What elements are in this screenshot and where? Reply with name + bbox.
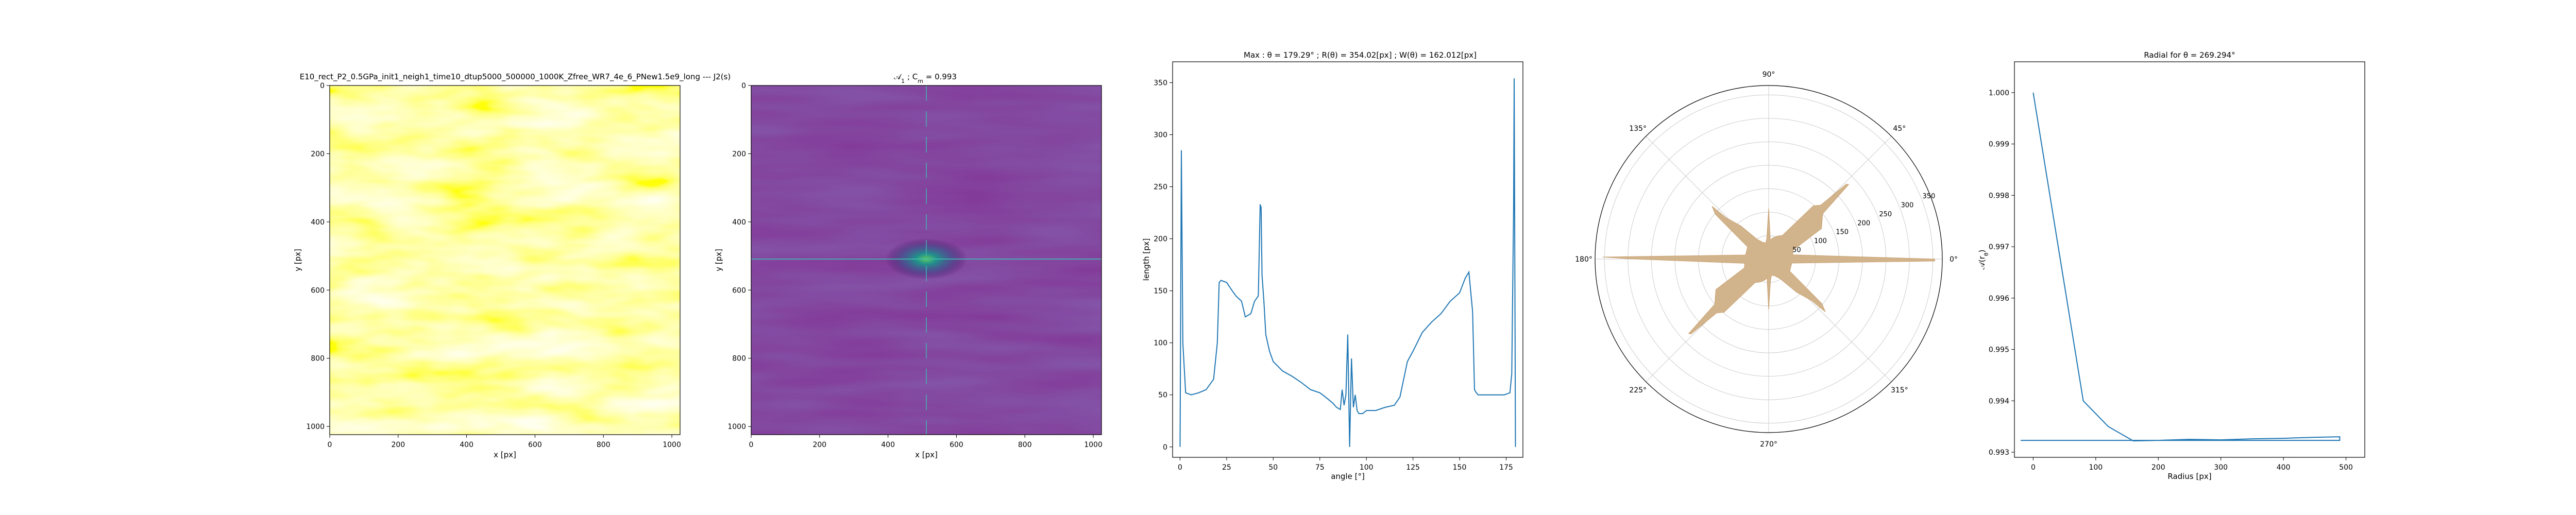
polar-radial-tick-label: 150 xyxy=(1836,229,1849,236)
p5-xtick-label: 500 xyxy=(2339,464,2353,472)
p3-ytick-label: 100 xyxy=(1154,339,1167,348)
polar-radial-tick-label: 100 xyxy=(1814,237,1827,245)
panel-length-vs-angle: Max : θ = 179.29° ; R(θ) = 354.02[px] ; … xyxy=(1142,50,1523,481)
p1-ytick-label: 0 xyxy=(320,82,325,90)
polar-angle-tick-label: 90° xyxy=(1762,71,1775,79)
panel1-ylabel: y [px] xyxy=(293,249,302,271)
p1-ytick-label: 600 xyxy=(311,286,325,295)
panel3-title: Max : θ = 179.29° ; R(θ) = 354.02[px] ; … xyxy=(1244,50,1477,60)
p1-xtick-label: 800 xyxy=(597,441,611,449)
panel1-xlabel: x [px] xyxy=(494,450,516,459)
p2-xtick-label: 200 xyxy=(812,441,826,449)
p1-xtick-label: 1000 xyxy=(663,441,681,449)
polar-radial-tick-label: 250 xyxy=(1879,211,1892,218)
p2-xtick-label: 800 xyxy=(1018,441,1032,449)
p5-ytick-label: 0.997 xyxy=(1989,243,2009,251)
p3-xtick-label: 25 xyxy=(1222,464,1231,472)
polar-angle-tick-label: 270° xyxy=(1760,440,1777,449)
polar-angle-tick-label: 315° xyxy=(1891,386,1908,394)
polar-angle-tick-label: 0° xyxy=(1950,255,1958,264)
p5-xtick-label: 100 xyxy=(2089,464,2103,472)
p3-xtick-label: 0 xyxy=(1178,464,1182,472)
p2-ytick-label: 400 xyxy=(732,218,746,227)
polar-area xyxy=(1602,183,1935,335)
p2-xtick-label: 600 xyxy=(950,441,963,449)
p5-ytick-label: 0.993 xyxy=(1989,449,2009,457)
p2-ytick-label: 0 xyxy=(741,82,746,90)
p5-ytick-label: 0.996 xyxy=(1989,295,2009,303)
polar-angle-tick-label: 135° xyxy=(1629,125,1647,133)
panel5-xlabel: Radius [px] xyxy=(2167,472,2211,481)
p3-ytick-label: 250 xyxy=(1154,183,1167,192)
p3-ytick-label: 300 xyxy=(1154,131,1167,139)
p5-ytick-label: 0.995 xyxy=(1989,346,2009,354)
p3-xtick-label: 175 xyxy=(1499,464,1513,472)
p3-xtick-label: 50 xyxy=(1268,464,1278,472)
polar-radial-tick-label: 350 xyxy=(1923,193,1936,200)
p3-ytick-label: 0 xyxy=(1163,443,1167,452)
p3-xtick-label: 100 xyxy=(1360,464,1374,472)
p5-xtick-label: 400 xyxy=(2277,464,2291,472)
p3-ytick-label: 50 xyxy=(1158,391,1167,400)
polar-angle-tick-label: 180° xyxy=(1575,255,1592,264)
p3-ytick-label: 150 xyxy=(1154,287,1167,296)
polar-frame xyxy=(1595,85,1943,433)
length-series-line xyxy=(1179,78,1516,447)
panel2-title: 𝒜1 ; Cm = 0.993 xyxy=(894,72,957,84)
p3-ytick-label: 350 xyxy=(1154,79,1167,87)
p5-ytick-label: 0.994 xyxy=(1989,397,2009,405)
panel3-frame xyxy=(1172,61,1523,458)
polar-radial-tick-label: 300 xyxy=(1901,201,1913,209)
p5-ytick-label: 0.998 xyxy=(1989,192,2009,200)
p2-xtick-label: 1000 xyxy=(1084,441,1103,449)
p1-xtick-label: 400 xyxy=(460,441,473,449)
polar-radial-tick-label: 50 xyxy=(1792,247,1801,254)
p5-xtick-label: 300 xyxy=(2214,464,2228,472)
panel-j2-field: E10_rect_P2_0.5GPa_init1_neigh1_time10_d… xyxy=(293,72,731,459)
panel3-ylabel: length [px] xyxy=(1142,238,1151,281)
panel5-frame xyxy=(2014,61,2365,458)
panel2-xlabel: x [px] xyxy=(915,450,938,459)
p5-xtick-label: 0 xyxy=(2031,464,2036,472)
panel2-ylabel: y [px] xyxy=(714,249,723,271)
p2-ytick-label: 600 xyxy=(732,286,746,295)
panel-radial-profile: Radial for θ = 269.294° 0 100 200 300 400 500… xyxy=(1977,50,2365,481)
p2-ytick-label: 800 xyxy=(732,355,746,363)
p3-xtick-label: 75 xyxy=(1315,464,1325,472)
p1-xtick-label: 600 xyxy=(528,441,542,449)
p2-ytick-label: 200 xyxy=(732,150,746,158)
radial-series-line xyxy=(2021,92,2341,442)
p2-xtick-label: 0 xyxy=(749,441,754,449)
p3-xtick-label: 125 xyxy=(1406,464,1420,472)
panel-polar: 50 100 150 200 250 300 350 0° 45° 90° 135° 180° 225°… xyxy=(1575,71,1958,449)
p2-ytick-label: 1000 xyxy=(727,423,746,431)
panel1-frame xyxy=(329,85,681,435)
p1-ytick-label: 400 xyxy=(311,218,325,227)
p5-ytick-label: 1.000 xyxy=(1989,89,2009,97)
p3-ytick-label: 200 xyxy=(1154,235,1167,244)
panel-autocorrelation-map: 𝒜1 ; Cm = 0.993 0 200 400 600 800 1000 0 200 40… xyxy=(714,72,1103,459)
p3-xtick-label: 150 xyxy=(1453,464,1467,472)
polar-radial-tick-label: 200 xyxy=(1857,219,1870,227)
p1-ytick-label: 800 xyxy=(311,355,325,363)
p1-xtick-label: 0 xyxy=(328,441,332,449)
polar-angle-tick-label: 225° xyxy=(1629,386,1647,394)
p5-xtick-label: 200 xyxy=(2151,464,2165,472)
p1-xtick-label: 200 xyxy=(391,441,405,449)
p1-ytick-label: 200 xyxy=(311,150,325,158)
panel3-xlabel: angle [°] xyxy=(1331,472,1365,481)
panel5-ylabel: 𝒜(rθ) xyxy=(1977,250,1990,270)
j2-field-texture xyxy=(330,85,680,435)
p1-ytick-label: 1000 xyxy=(306,423,325,431)
p2-xtick-label: 400 xyxy=(881,441,895,449)
polar-angle-tick-label: 45° xyxy=(1893,125,1906,133)
panel5-title: Radial for θ = 269.294° xyxy=(2144,50,2235,60)
panel2-frame xyxy=(751,85,1102,435)
p5-ytick-label: 0.999 xyxy=(1989,141,2009,149)
panel1-title: E10_rect_P2_0.5GPa_init1_neigh1_time10_d… xyxy=(300,72,731,82)
